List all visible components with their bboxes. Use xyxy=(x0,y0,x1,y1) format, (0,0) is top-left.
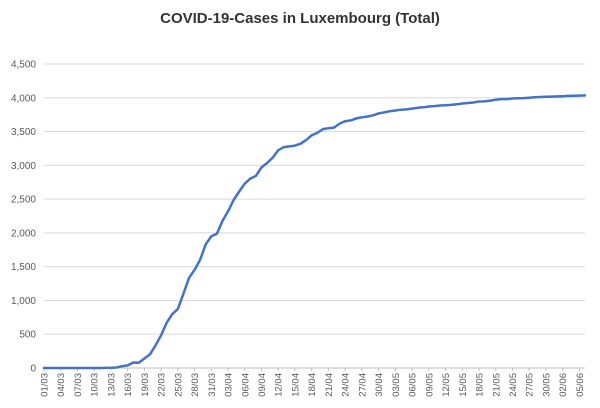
x-tick-label: 30/04 xyxy=(374,373,385,397)
y-tick-label: 500 xyxy=(19,330,36,341)
x-tick-label: 22/03 xyxy=(157,373,168,397)
x-tick-label: 03/05 xyxy=(391,373,402,397)
y-tick-label: 1,000 xyxy=(11,296,36,307)
x-tick-label: 09/05 xyxy=(424,373,435,397)
x-tick-label: 07/03 xyxy=(73,373,84,397)
x-tick-label: 27/04 xyxy=(357,373,368,397)
series-line-total-cases xyxy=(42,94,587,370)
y-tick-label: 3,500 xyxy=(11,127,36,138)
y-tick-label: 4,500 xyxy=(11,60,36,71)
x-tick-label: 06/04 xyxy=(240,373,251,397)
x-tick-label: 18/05 xyxy=(475,373,486,397)
x-tick-label: 02/06 xyxy=(558,373,569,397)
x-tick-label: 15/04 xyxy=(290,373,301,397)
y-tick-label: 2,500 xyxy=(11,195,36,206)
x-tick-label: 16/03 xyxy=(123,373,134,397)
y-tick-label: 4,000 xyxy=(11,93,36,104)
y-tick-label: 0 xyxy=(30,364,36,375)
x-tick-label: 19/03 xyxy=(140,373,151,397)
x-tick-label: 25/03 xyxy=(173,373,184,397)
x-tick-label: 10/03 xyxy=(90,373,101,397)
x-tick-label: 04/03 xyxy=(56,373,67,397)
x-tick-label: 13/03 xyxy=(106,373,117,397)
x-tick-label: 03/04 xyxy=(224,373,235,397)
x-tick-label: 27/05 xyxy=(525,373,536,397)
x-tick-label: 21/04 xyxy=(324,373,335,397)
x-tick-label: 31/03 xyxy=(207,373,218,397)
x-tick-label: 18/04 xyxy=(307,373,318,397)
x-tick-label: 06/05 xyxy=(408,373,419,397)
x-tick-label: 01/03 xyxy=(40,373,51,397)
x-tick-label: 21/05 xyxy=(491,373,502,397)
x-tick-label: 12/05 xyxy=(441,373,452,397)
chart-title: COVID-19-Cases in Luxembourg (Total) xyxy=(160,10,440,27)
y-tick-label: 2,000 xyxy=(11,228,36,239)
x-tick-label: 30/05 xyxy=(541,373,552,397)
x-tick-label: 28/03 xyxy=(190,373,201,397)
x-tick-label: 24/05 xyxy=(508,373,519,397)
x-tick-label: 09/04 xyxy=(257,373,268,397)
x-tick-label: 12/04 xyxy=(274,373,285,397)
x-tick-label: 05/06 xyxy=(575,373,586,397)
y-tick-label: 1,500 xyxy=(11,262,36,273)
y-tick-label: 3,000 xyxy=(11,161,36,172)
x-tick-label: 24/04 xyxy=(341,373,352,397)
x-tick-label: 15/05 xyxy=(458,373,469,397)
